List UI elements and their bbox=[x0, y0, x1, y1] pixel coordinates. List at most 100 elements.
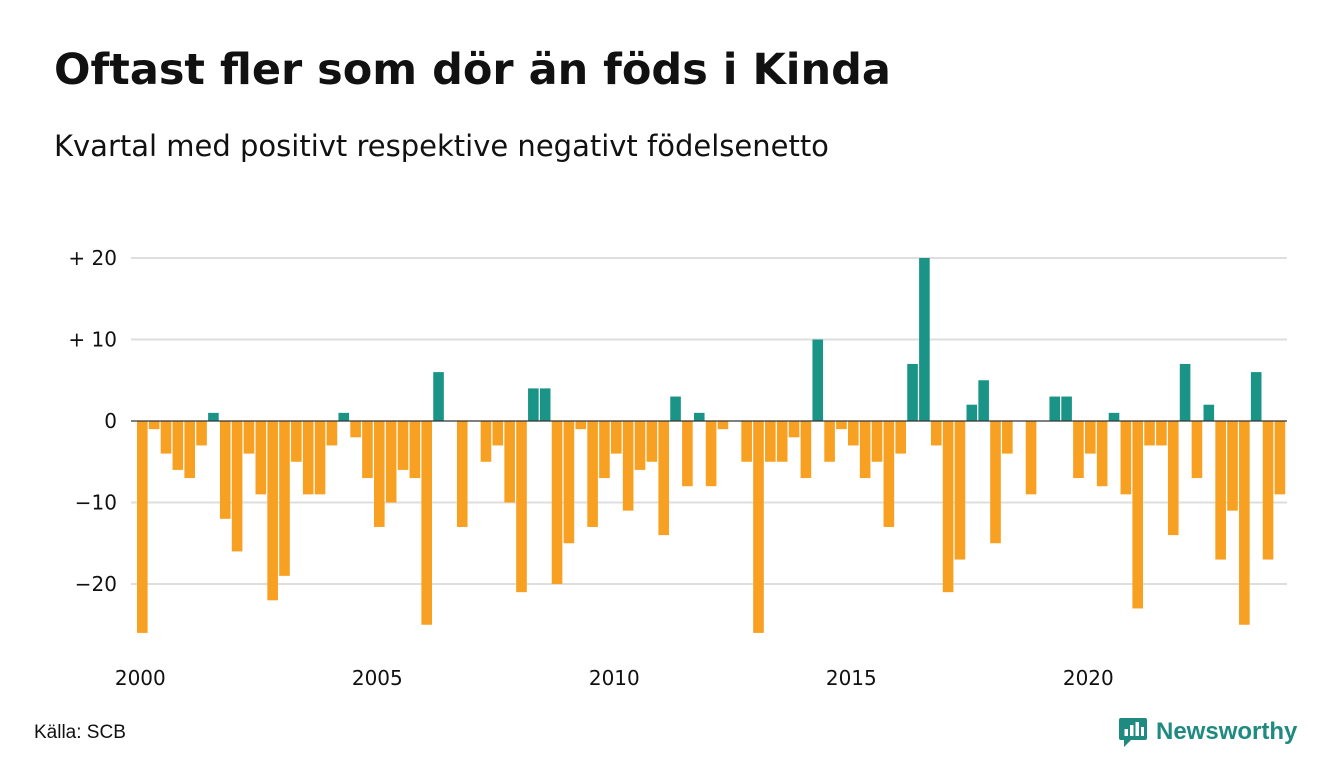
bar bbox=[302, 421, 314, 495]
bar bbox=[456, 421, 468, 527]
bar bbox=[539, 388, 551, 421]
bar bbox=[291, 421, 302, 462]
bar bbox=[611, 421, 622, 454]
bar bbox=[942, 421, 954, 593]
bar bbox=[421, 421, 432, 625]
bar bbox=[385, 421, 397, 503]
y-tick-label: −20 bbox=[75, 572, 117, 596]
bar bbox=[409, 421, 421, 479]
bar bbox=[1108, 412, 1120, 421]
bar bbox=[196, 421, 207, 446]
bar bbox=[1073, 421, 1084, 479]
bar bbox=[883, 421, 895, 527]
bar bbox=[741, 421, 752, 462]
bar bbox=[338, 412, 350, 421]
bar bbox=[658, 421, 669, 536]
y-tick-label: + 20 bbox=[68, 246, 117, 270]
bar bbox=[1274, 421, 1286, 495]
bar bbox=[682, 421, 693, 487]
bar bbox=[966, 404, 978, 421]
bar bbox=[160, 421, 172, 454]
newsworthy-logo-icon bbox=[1119, 718, 1147, 747]
bar bbox=[480, 421, 492, 462]
source-note: Källa: SCB bbox=[34, 722, 126, 743]
x-tick-label: 2005 bbox=[352, 666, 403, 690]
bar bbox=[705, 421, 717, 487]
bar bbox=[516, 421, 527, 593]
bar bbox=[219, 421, 231, 519]
bar bbox=[646, 421, 658, 462]
newsworthy-logo[interactable]: Newsworthy bbox=[1118, 714, 1297, 750]
bar bbox=[1049, 396, 1061, 421]
bar bbox=[563, 421, 575, 544]
bar bbox=[895, 421, 906, 454]
bar bbox=[1096, 421, 1108, 487]
bar bbox=[397, 421, 409, 470]
bar bbox=[1025, 421, 1037, 495]
bar bbox=[788, 421, 800, 438]
bar bbox=[907, 363, 918, 421]
bar bbox=[1167, 421, 1179, 536]
bar bbox=[693, 412, 705, 421]
bar bbox=[326, 421, 338, 446]
bar bbox=[1250, 372, 1262, 421]
bar bbox=[1156, 421, 1167, 446]
bar bbox=[978, 380, 989, 421]
bar bbox=[848, 421, 859, 446]
bar bbox=[1061, 396, 1072, 421]
bar bbox=[279, 421, 290, 576]
y-tick-label: + 10 bbox=[68, 328, 117, 352]
bar bbox=[575, 421, 587, 430]
x-axis-labels: 2000 2005 2010 2015 2020 bbox=[115, 666, 1114, 690]
bar bbox=[824, 421, 835, 462]
bar bbox=[1085, 421, 1096, 454]
bar bbox=[528, 388, 539, 421]
gridlines bbox=[131, 257, 1287, 585]
bar bbox=[1179, 363, 1191, 421]
bar bbox=[765, 421, 776, 462]
bar bbox=[990, 421, 1001, 544]
chart-subtitle: Kvartal med positivt respektive negativt… bbox=[54, 129, 829, 163]
bar bbox=[1132, 421, 1143, 609]
bar bbox=[504, 421, 515, 503]
chart-title: Oftast fler som dör än föds i Kinda bbox=[54, 45, 891, 95]
bar bbox=[670, 396, 681, 421]
bar bbox=[1227, 421, 1238, 511]
x-tick-label: 2010 bbox=[589, 666, 640, 690]
bar bbox=[859, 421, 871, 479]
bar bbox=[634, 421, 646, 470]
bar bbox=[836, 421, 847, 430]
bar bbox=[255, 421, 267, 495]
bar bbox=[1191, 421, 1203, 479]
bar bbox=[184, 421, 195, 479]
x-tick-label: 2015 bbox=[826, 666, 877, 690]
y-tick-label: 0 bbox=[104, 409, 117, 433]
bar bbox=[1215, 421, 1226, 560]
bar bbox=[433, 372, 444, 421]
bar bbox=[1203, 404, 1215, 421]
bar bbox=[172, 421, 184, 470]
bar bbox=[267, 421, 278, 601]
bar bbox=[492, 421, 504, 446]
bar bbox=[362, 421, 373, 479]
bar bbox=[350, 421, 361, 438]
bar bbox=[1144, 421, 1155, 446]
bar bbox=[599, 421, 610, 479]
bar bbox=[1239, 421, 1250, 625]
bar bbox=[954, 421, 966, 560]
bar bbox=[208, 412, 219, 421]
bar bbox=[776, 421, 788, 462]
bar bbox=[231, 421, 243, 552]
bar bbox=[717, 421, 729, 430]
bar bbox=[1120, 421, 1132, 495]
bar bbox=[622, 421, 634, 511]
bar bbox=[148, 421, 160, 430]
brand-name: Newsworthy bbox=[1156, 718, 1298, 745]
x-tick-label: 2000 bbox=[115, 666, 166, 690]
bar bbox=[1262, 421, 1274, 560]
y-tick-label: −10 bbox=[75, 491, 117, 515]
bar bbox=[930, 421, 942, 446]
bar bbox=[800, 421, 812, 479]
bar bbox=[919, 258, 930, 421]
bar bbox=[753, 421, 764, 633]
